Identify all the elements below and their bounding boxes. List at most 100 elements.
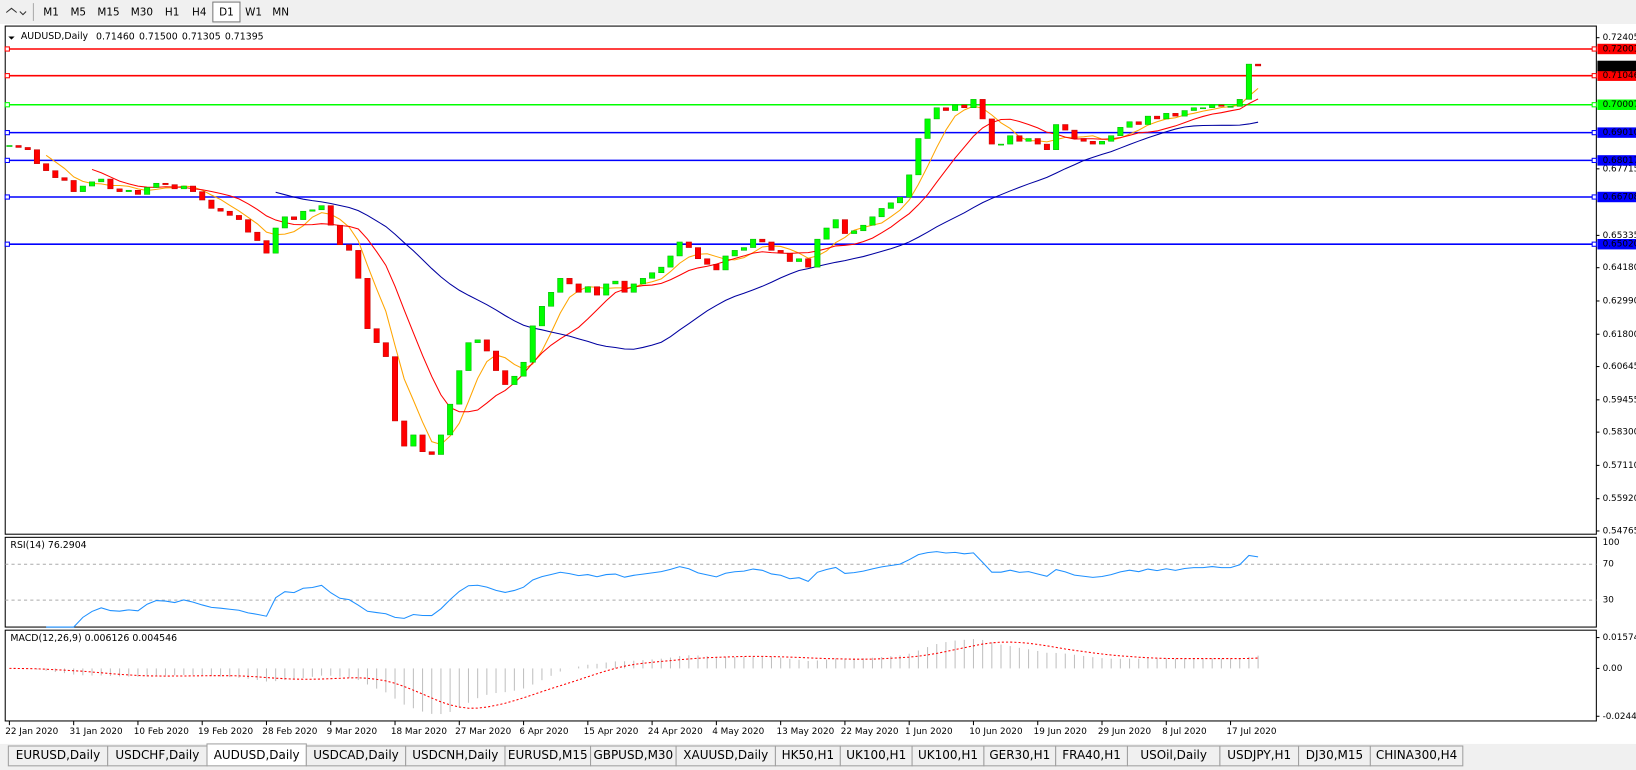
candle [1126, 121, 1133, 128]
macd-signal [9, 641, 1259, 709]
collapse-arrow[interactable] [8, 36, 15, 40]
tab-label[interactable]: USDCHF,Daily [115, 748, 199, 762]
candle [1071, 129, 1078, 139]
y-tick-label: 0.62990 [1603, 296, 1636, 306]
tab-label[interactable]: HK50,H1 [782, 748, 835, 762]
candle [777, 250, 784, 254]
rsi-tick-label: 70 [1603, 560, 1615, 570]
x-tick-label: 19 Feb 2020 [198, 727, 254, 737]
candle [1117, 127, 1124, 136]
tab-label[interactable]: USDCNH,Daily [412, 748, 498, 762]
timeframe-button[interactable]: M1 [43, 7, 59, 19]
timeframe-button[interactable]: M5 [70, 7, 86, 19]
ohlc-value: 0.71305 [182, 31, 221, 42]
level-handle[interactable] [4, 194, 10, 200]
level-handle[interactable] [1591, 194, 1597, 200]
tab-label[interactable]: EURUSD,Daily [16, 748, 100, 762]
x-tick-label: 1 Jun 2020 [905, 727, 953, 737]
candle [1181, 110, 1188, 117]
x-tick-label: 4 May 2020 [712, 727, 764, 737]
candle [217, 208, 224, 212]
candle [180, 185, 187, 190]
x-tick-label: 24 Apr 2020 [648, 727, 703, 737]
candle [502, 370, 509, 385]
tab[interactable] [1369, 745, 1464, 767]
y-tick-label: 0.58300 [1603, 428, 1636, 438]
rsi-tick-label: 30 [1603, 596, 1615, 606]
tab-label[interactable]: UK100,H1 [846, 748, 906, 762]
timeframe-button[interactable]: H4 [192, 7, 207, 19]
candle [116, 188, 123, 192]
timeframe-button[interactable]: MN [272, 7, 289, 19]
candle [1135, 121, 1142, 125]
candle [915, 138, 922, 176]
level-handle[interactable] [1591, 241, 1597, 247]
tab-label[interactable]: GBPUSD,M30 [593, 748, 673, 762]
tab-label[interactable]: EURUSD,M15 [508, 748, 588, 762]
candle [1144, 115, 1151, 125]
candle [520, 361, 527, 377]
timeframe-button[interactable]: H1 [165, 7, 179, 19]
candle [584, 286, 591, 293]
x-tick-label: 13 May 2020 [776, 727, 834, 737]
candle [841, 219, 848, 234]
level-handle[interactable] [1591, 102, 1597, 108]
timeframe-button[interactable]: M15 [97, 7, 119, 19]
tab-label[interactable]: CHINA300,H4 [1376, 748, 1457, 762]
candle [1108, 135, 1115, 142]
candle [924, 118, 931, 139]
candle [392, 356, 398, 422]
candle [263, 240, 270, 254]
level-handle[interactable] [1591, 73, 1597, 79]
current-price-box [1597, 60, 1636, 72]
candle [456, 370, 463, 405]
ohlc-value: 0.71460 [96, 31, 135, 42]
macd-tick-label: -0.02441 [1603, 712, 1636, 722]
level-price-box [1597, 155, 1636, 166]
timeframe-button[interactable]: D1 [219, 7, 234, 19]
timeframe-button[interactable]: W1 [245, 7, 262, 19]
candle [740, 247, 747, 251]
toolbar-icon[interactable] [5, 7, 27, 16]
rsi-panel [4, 536, 1597, 628]
level-handle[interactable] [4, 73, 10, 79]
level-handle[interactable] [4, 241, 10, 247]
timeframe-button[interactable]: M30 [131, 7, 153, 19]
candle [814, 238, 821, 268]
level-handle[interactable] [1591, 157, 1597, 164]
candle [144, 187, 151, 195]
tab-label[interactable]: FRA40,H1 [1062, 748, 1121, 762]
tab-label[interactable]: GER30,H1 [989, 748, 1050, 762]
tab-label[interactable]: DJ30,M15 [1306, 748, 1363, 762]
y-tick-label: 0.55920 [1603, 494, 1636, 504]
level-handle[interactable] [4, 102, 10, 108]
level-handle[interactable] [4, 46, 10, 52]
candle [906, 174, 913, 198]
level-handle[interactable] [1591, 46, 1597, 52]
tab-label[interactable]: XAUUSD,Daily [683, 748, 768, 762]
x-tick-label: 31 Jan 2020 [69, 727, 122, 737]
level-handle[interactable] [1591, 130, 1597, 136]
tab-label[interactable]: USDCAD,Daily [313, 748, 399, 762]
tab-label[interactable]: UK100,H1 [918, 748, 978, 762]
tab-label[interactable]: USDJPY,H1 [1227, 748, 1291, 762]
level-handle[interactable] [4, 130, 10, 136]
candle [428, 451, 435, 455]
candle [759, 238, 766, 243]
candle [171, 184, 178, 190]
candle [291, 216, 297, 220]
candle [190, 185, 197, 192]
x-tick-label: 17 Jul 2020 [1226, 727, 1277, 737]
candle [630, 283, 637, 293]
candle [364, 278, 371, 329]
tab-label[interactable]: AUDUSD,Daily [214, 748, 300, 762]
candle [153, 182, 160, 188]
level-handle[interactable] [4, 157, 10, 164]
candle [979, 99, 986, 120]
candle [281, 216, 288, 229]
candle [538, 306, 545, 327]
candle [961, 104, 968, 109]
tab-label[interactable]: USOil,Daily [1140, 748, 1207, 762]
candle [245, 219, 252, 233]
